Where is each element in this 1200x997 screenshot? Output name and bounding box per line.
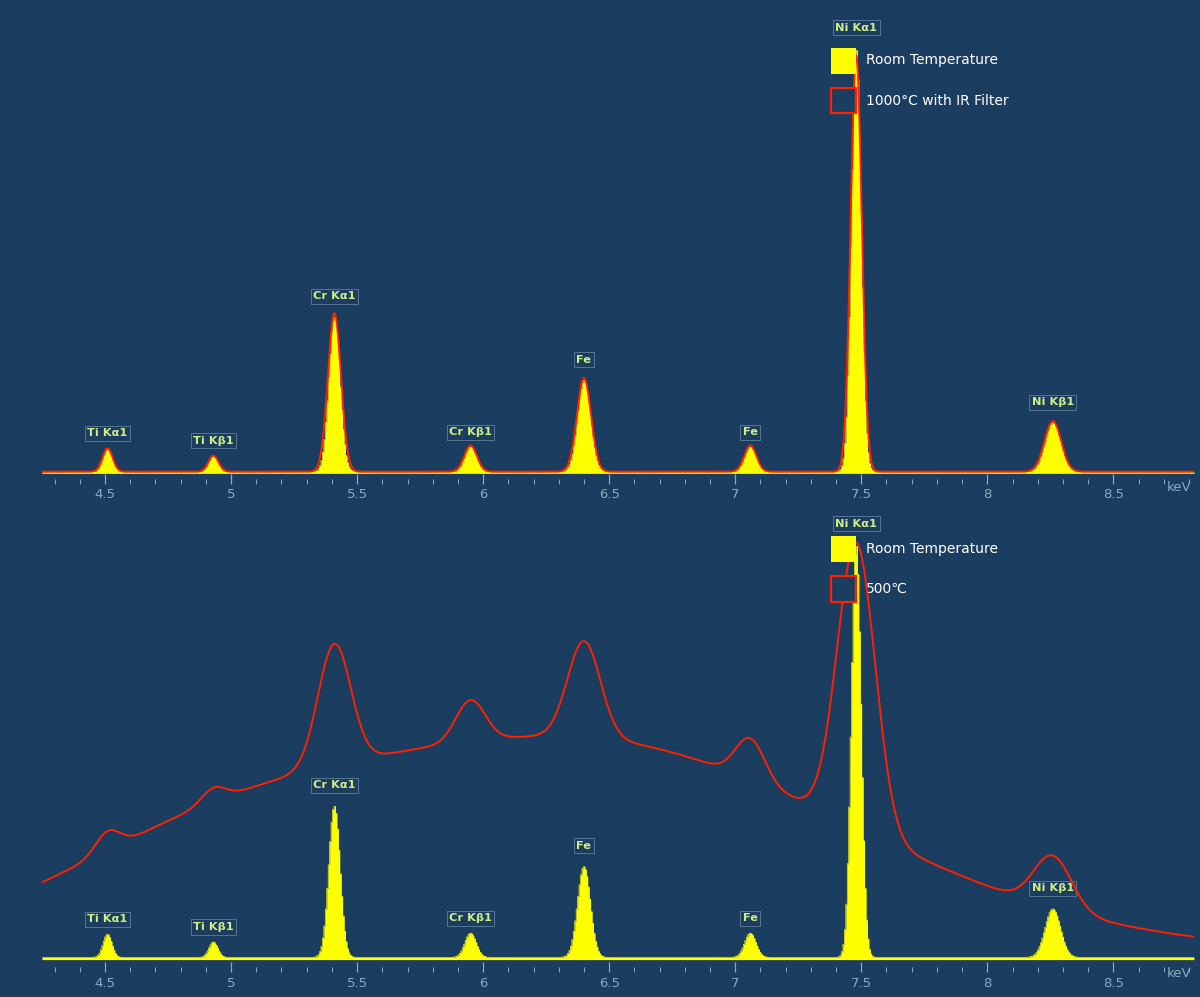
- Text: Fe: Fe: [743, 427, 758, 437]
- Text: Ti Kα1: Ti Kα1: [88, 914, 127, 924]
- Text: Cr Kα1: Cr Kα1: [313, 291, 355, 301]
- Bar: [832, 536, 857, 562]
- Text: Ni Kα1: Ni Kα1: [835, 23, 877, 33]
- Text: Fe: Fe: [576, 840, 592, 850]
- Text: Cr Kβ1: Cr Kβ1: [449, 427, 492, 437]
- Text: Ti Kβ1: Ti Kβ1: [193, 436, 234, 446]
- Text: Ni Kβ1: Ni Kβ1: [1032, 397, 1074, 407]
- Bar: [832, 48, 857, 74]
- Text: Fe: Fe: [576, 355, 592, 365]
- Text: keV: keV: [1166, 481, 1192, 494]
- Text: Cr Kβ1: Cr Kβ1: [449, 913, 492, 923]
- Text: Cr Kα1: Cr Kα1: [313, 781, 355, 791]
- Bar: [832, 576, 857, 602]
- Text: Ni Kα1: Ni Kα1: [835, 519, 877, 529]
- Text: Fe: Fe: [743, 913, 758, 923]
- Text: Ti Kβ1: Ti Kβ1: [193, 922, 234, 932]
- Text: 1000°C with IR Filter: 1000°C with IR Filter: [865, 94, 1008, 108]
- Bar: [832, 88, 857, 114]
- Text: Ti Kα1: Ti Kα1: [88, 429, 127, 439]
- Text: Ni Kβ1: Ni Kβ1: [1032, 883, 1074, 893]
- Text: Room Temperature: Room Temperature: [865, 54, 997, 68]
- Text: Room Temperature: Room Temperature: [865, 542, 997, 556]
- Text: keV: keV: [1166, 967, 1192, 980]
- Text: 500℃: 500℃: [865, 582, 907, 596]
